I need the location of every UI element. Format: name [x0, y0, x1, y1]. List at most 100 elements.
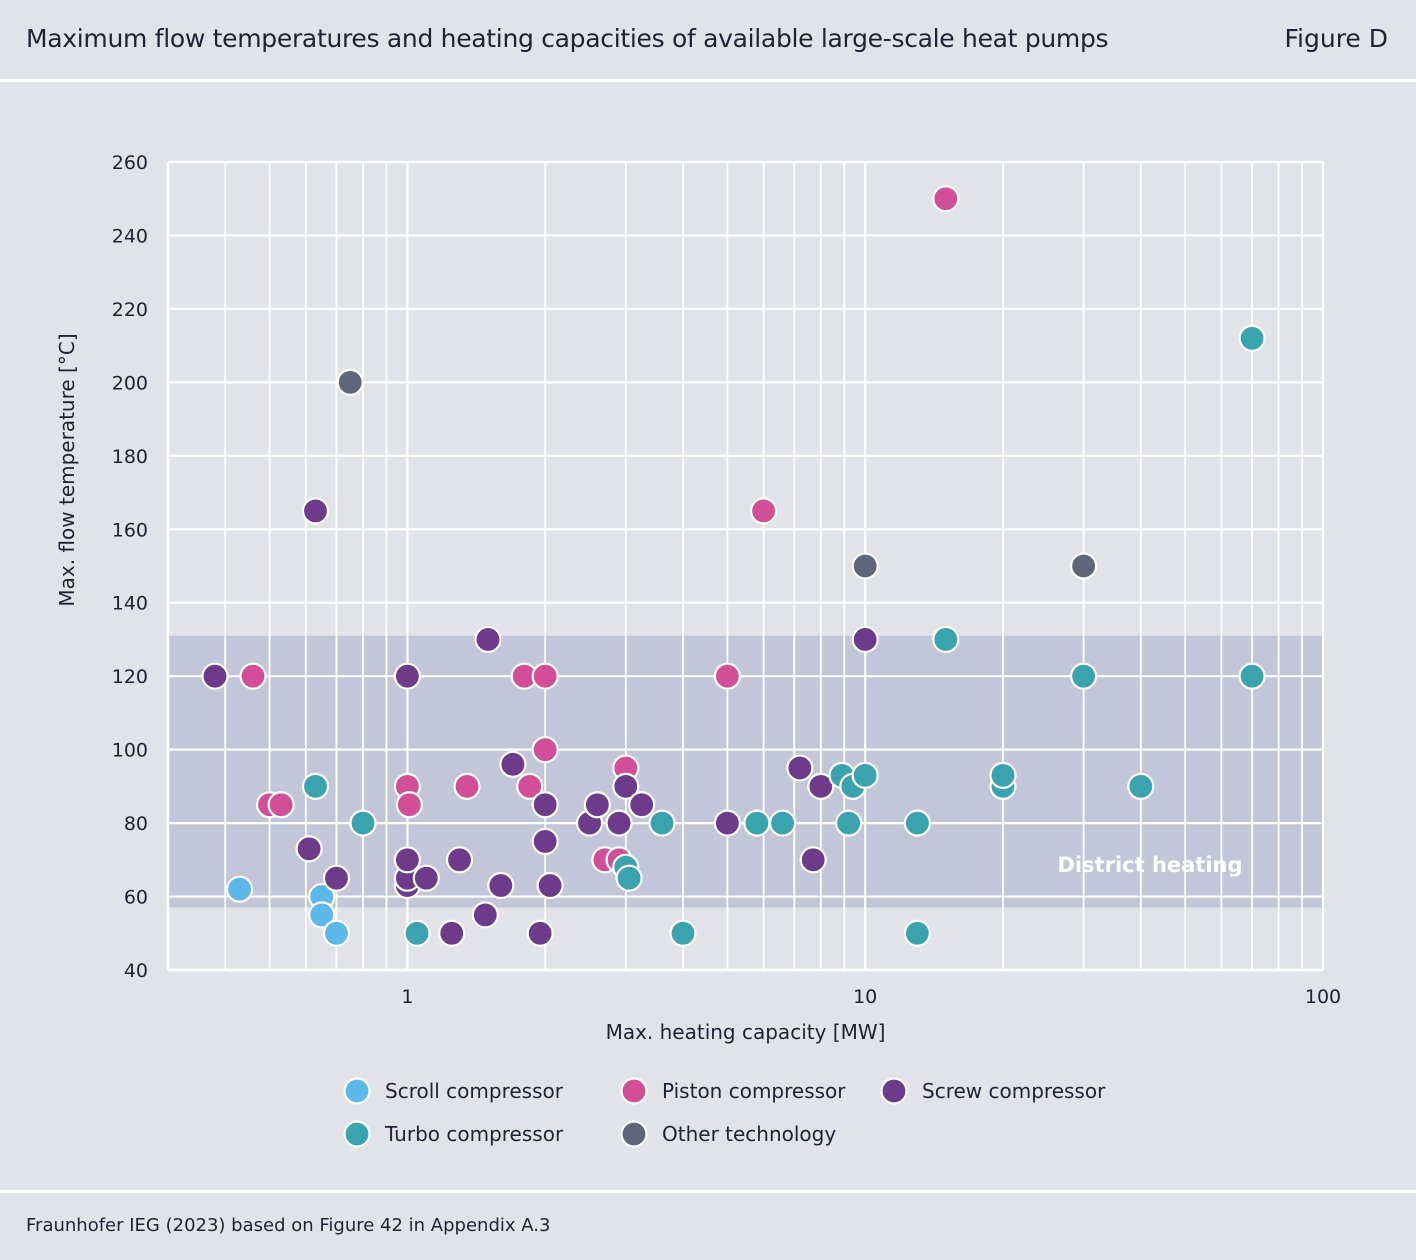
piston-compressor-point [453, 772, 481, 800]
turbo-compressor-point [932, 625, 960, 654]
legend-layer: Scroll compressor Piston compressor Screw … [343, 1077, 1106, 1148]
legend-label: Screw compressor [922, 1079, 1106, 1103]
y-tick-label: 220 [112, 299, 148, 321]
screw-compressor-point [851, 625, 879, 654]
figure-label: Figure D [1284, 24, 1388, 53]
point-layer [201, 185, 1266, 947]
legend-item-piston: Piston compressor [620, 1077, 846, 1105]
legend-label: Scroll compressor [385, 1079, 564, 1103]
turbo-compressor-point [669, 919, 697, 947]
other-compressor-point [851, 552, 879, 580]
legend-item-turbo: Turbo compressor [343, 1120, 564, 1148]
screw-compressor-point [393, 662, 421, 690]
scroll-compressor-point [308, 901, 336, 929]
legend-item-screw: Screw compressor [880, 1077, 1106, 1105]
screw-compressor-point [531, 827, 559, 856]
turbo-compressor-point [1070, 662, 1098, 690]
legend-marker [620, 1120, 648, 1148]
turbo-compressor-point [903, 809, 931, 837]
turbo-compressor-point [1238, 662, 1266, 690]
screw-compressor-point [713, 809, 741, 837]
band-layer: District heating [168, 635, 1323, 908]
y-tick-label: 160 [112, 519, 148, 541]
piston-compressor-point [932, 185, 960, 213]
legend-label: Piston compressor [662, 1079, 846, 1103]
screw-compressor-point [393, 846, 421, 874]
legend-marker [880, 1077, 908, 1105]
piston-compressor-point [239, 662, 267, 690]
screw-compressor-point [499, 750, 527, 778]
y-tick-label: 240 [112, 225, 148, 247]
axis-layer: 40 60 80 100 120 140 160 180 200 220 240 260 1 10 100 M… [55, 152, 1341, 1044]
turbo-compressor-point [851, 761, 879, 789]
y-tick-label: 200 [112, 372, 148, 394]
screw-compressor-point [612, 772, 640, 800]
screw-compressor-point [412, 864, 440, 892]
piston-compressor-point [750, 497, 778, 525]
turbo-compressor-point [648, 809, 676, 837]
screw-compressor-point [301, 497, 330, 525]
legend-marker [343, 1077, 371, 1105]
y-tick-label: 60 [124, 887, 148, 909]
y-tick-label: 120 [112, 666, 148, 688]
screw-compressor-point [531, 791, 559, 819]
turbo-compressor-point [989, 761, 1017, 789]
x-tick-label: 1 [401, 986, 413, 1008]
legend-label: Other technology [662, 1122, 836, 1146]
turbo-compressor-point [615, 864, 643, 892]
chart-title: Maximum flow temperatures and heating ca… [26, 24, 1109, 53]
turbo-compressor-point [349, 809, 377, 837]
screw-compressor-point [487, 871, 515, 900]
footer: Fraunhofer IEG (2023) based on Figure 42… [0, 1190, 1416, 1260]
y-tick-label: 80 [124, 813, 148, 835]
other-compressor-point [336, 368, 364, 396]
legend-item-scroll: Scroll compressor [343, 1077, 564, 1105]
turbo-compressor-point [835, 809, 863, 837]
y-tick-label: 260 [112, 152, 148, 174]
turbo-compressor-point [1127, 772, 1155, 800]
scatter-chart: District heating 40 60 80 100 120 140 160 180 20… [55, 152, 1341, 1148]
piston-compressor-point [531, 736, 559, 764]
y-tick-label: 140 [112, 593, 148, 615]
screw-compressor-point [445, 846, 474, 874]
legend-marker [343, 1120, 371, 1148]
turbo-compressor-point [903, 919, 931, 947]
scroll-compressor-point [225, 875, 254, 903]
screw-compressor-point [322, 864, 351, 892]
legend-marker [620, 1077, 648, 1105]
turbo-compressor-point [301, 772, 330, 800]
screw-compressor-point [799, 846, 827, 874]
piston-compressor-point [531, 662, 559, 690]
legend-label: Turbo compressor [384, 1122, 564, 1146]
district-heating-band [168, 635, 1323, 908]
other-compressor-point [1070, 552, 1098, 580]
source-note: Fraunhofer IEG (2023) based on Figure 42… [26, 1215, 551, 1236]
district-heating-label: District heating [1057, 853, 1242, 877]
screw-compressor-point [536, 871, 564, 900]
turbo-compressor-point [1238, 324, 1266, 352]
screw-compressor-point [474, 625, 502, 654]
x-axis-title: Max. heating capacity [MW] [606, 1020, 886, 1044]
turbo-compressor-point [743, 809, 771, 837]
y-tick-label: 40 [124, 960, 148, 982]
y-tick-label: 100 [112, 740, 148, 762]
screw-compressor-point [786, 754, 814, 782]
screw-compressor-point [295, 835, 323, 863]
screw-compressor-point [628, 791, 656, 819]
screw-compressor-point [201, 662, 229, 690]
screw-compressor-point [471, 901, 499, 929]
screw-compressor-point [605, 809, 633, 837]
scroll-compressor-point [322, 919, 351, 947]
screw-compressor-point [438, 919, 466, 947]
screw-compressor-point [583, 791, 611, 819]
legend-item-other: Other technology [620, 1120, 836, 1148]
turbo-compressor-point [768, 809, 797, 837]
screw-compressor-point [807, 772, 835, 800]
piston-compressor-point [516, 772, 544, 800]
x-tick-label: 100 [1305, 986, 1341, 1008]
screw-compressor-point [526, 919, 554, 947]
y-axis-title: Max. flow temperature [°C] [55, 333, 79, 606]
piston-compressor-point [713, 662, 741, 690]
turbo-compressor-point [403, 919, 431, 947]
y-tick-label: 180 [112, 446, 148, 468]
